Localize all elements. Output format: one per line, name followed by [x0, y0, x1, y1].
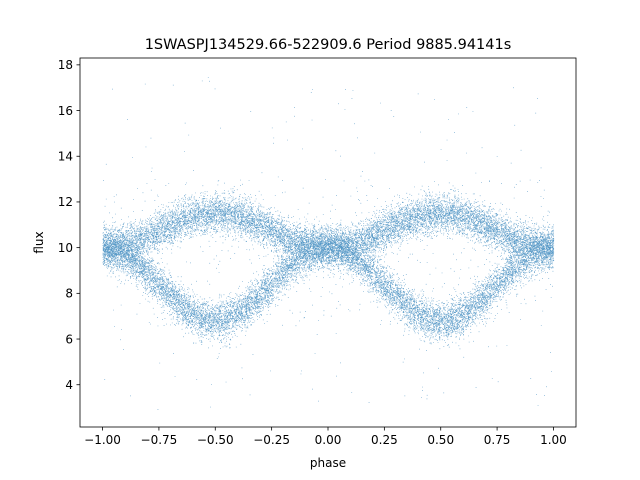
scatter-marks — [102, 77, 555, 410]
x-tick-label: −1.00 — [84, 433, 121, 447]
x-tick-label: 0.75 — [484, 433, 511, 447]
y-tick-label: 14 — [58, 150, 73, 164]
y-tick-label: 10 — [58, 241, 73, 255]
x-tick-label: 0.00 — [315, 433, 342, 447]
x-tick-label: −0.25 — [253, 433, 290, 447]
scatter-points — [102, 77, 555, 410]
x-axis: −1.00 −0.75 −0.50 −0.25 0.00 0.25 0.50 0.75 1.00 — [84, 427, 567, 447]
y-tick-label: 12 — [58, 195, 73, 209]
x-tick-label: 1.00 — [540, 433, 567, 447]
y-tick-label: 16 — [58, 104, 73, 118]
chart-title: 1SWASPJ134529.66-522909.6 Period 9885.94… — [145, 37, 512, 53]
y-tick-label: 18 — [58, 58, 73, 72]
y-tick-label: 4 — [65, 378, 73, 392]
x-axis-label: phase — [310, 456, 346, 470]
x-tick-label: 0.25 — [371, 433, 398, 447]
y-tick-label: 6 — [65, 332, 73, 346]
x-tick-label: −0.50 — [197, 433, 234, 447]
x-tick-label: −0.75 — [141, 433, 178, 447]
y-tick-label: 8 — [65, 287, 73, 301]
y-axis: 4 6 8 10 12 14 16 18 — [58, 58, 80, 392]
y-axis-label: flux — [32, 231, 46, 253]
x-tick-label: 0.50 — [427, 433, 454, 447]
